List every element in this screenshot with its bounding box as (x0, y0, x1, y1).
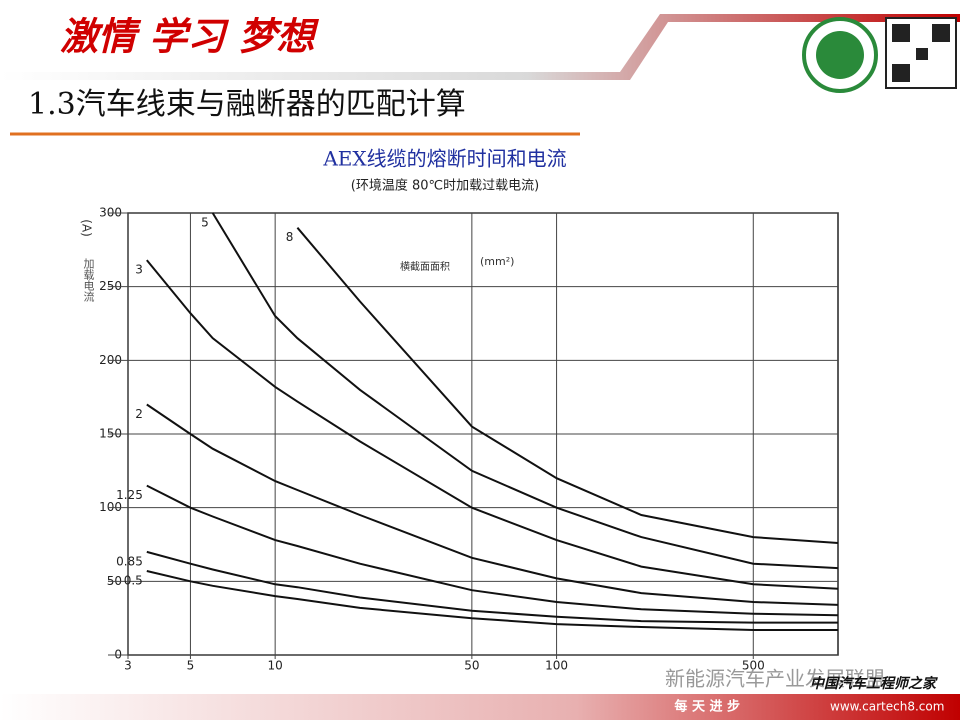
series-label: 2 (135, 407, 143, 421)
chart-title: AEX线缆的熔断时间和电流 (322, 147, 566, 171)
qr-finder (892, 64, 910, 82)
curve (146, 484, 839, 617)
x-tick-label: 3 (124, 659, 132, 673)
watermark-account: 新能源汽车产业发展联盟 (665, 667, 885, 691)
plot: 0501001502002503003510501005000.50.851.2… (99, 206, 839, 673)
x-tick-label: 500 (742, 659, 765, 673)
qr-module (916, 48, 928, 60)
logo-core (816, 31, 864, 79)
qr-finder (932, 24, 950, 42)
annotation: 横截面面积 (400, 260, 450, 273)
footer-motto: 每 天 进 步 (674, 699, 740, 715)
slide-title: 1.3汽车线束与融断器的匹配计算 (28, 87, 466, 122)
footer-band (0, 694, 960, 720)
y-tick-label: 100 (99, 500, 122, 514)
annotation-unit: (mm²) (480, 255, 514, 268)
y-label: 加载电流 (82, 258, 95, 302)
x-tick-label: 50 (464, 659, 479, 673)
slogan: 激情 学习 梦想 (60, 14, 319, 59)
x-tick-label: 10 (268, 659, 283, 673)
chart-subtitle: (环境温度 80℃时加载过载电流) (351, 178, 539, 194)
curve (146, 550, 838, 624)
qr-finder (892, 24, 910, 42)
series-label: 8 (286, 230, 294, 244)
series-label: 0.85 (116, 554, 143, 568)
series-label: 5 (201, 216, 209, 230)
curve (146, 403, 839, 606)
y-unit: (A) (80, 219, 94, 237)
series-label: 0.5 (124, 574, 143, 588)
x-tick-label: 5 (187, 659, 195, 673)
curve (146, 259, 839, 590)
x-tick-label: 100 (545, 659, 568, 673)
watermark-url: www.cartech8.com (830, 700, 944, 714)
curve (211, 212, 839, 570)
curve (146, 570, 838, 631)
series-label: 1.25 (116, 488, 143, 502)
series-label: 3 (135, 263, 143, 277)
watermark-site: 中国汽车工程师之家 (810, 675, 938, 692)
curve (296, 227, 839, 544)
header-band (0, 14, 960, 80)
